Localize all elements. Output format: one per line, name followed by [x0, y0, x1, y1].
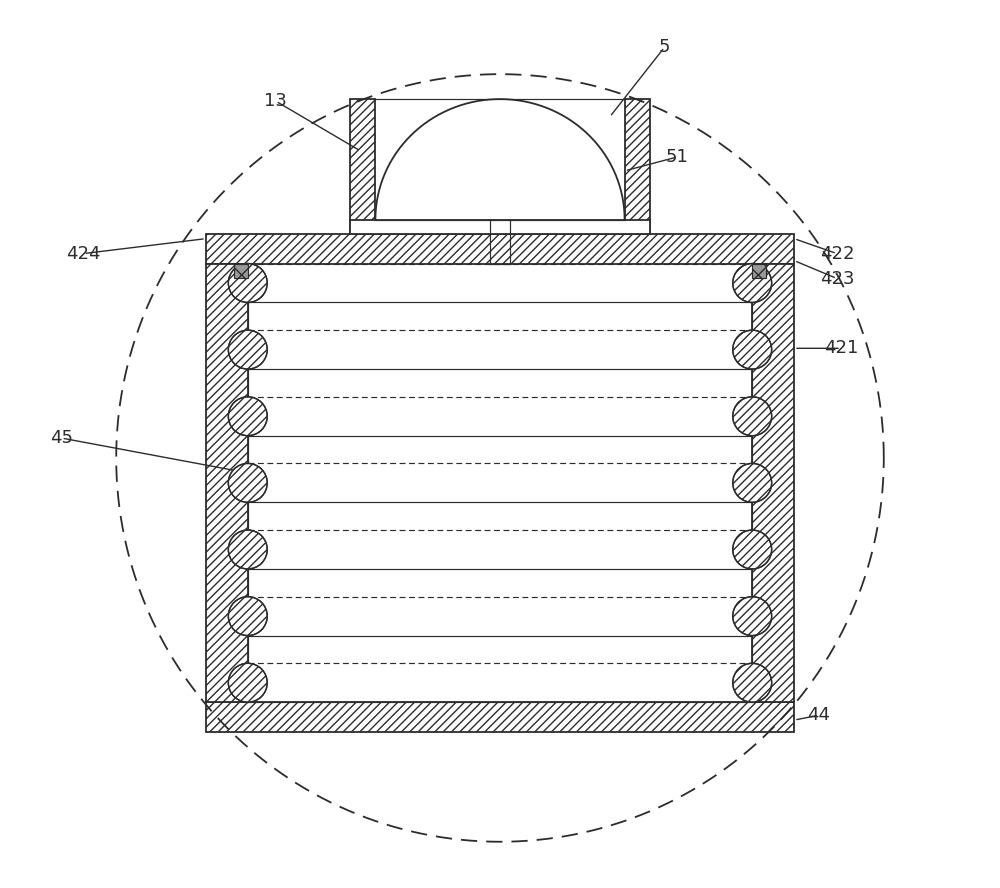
- Text: 13: 13: [264, 92, 287, 110]
- Polygon shape: [752, 264, 766, 278]
- Circle shape: [733, 663, 772, 702]
- Circle shape: [228, 330, 267, 369]
- Circle shape: [228, 597, 267, 636]
- Polygon shape: [625, 99, 650, 234]
- Circle shape: [733, 397, 772, 436]
- Text: 45: 45: [50, 429, 73, 447]
- Polygon shape: [206, 702, 794, 732]
- Text: 51: 51: [666, 148, 689, 166]
- Circle shape: [733, 530, 772, 569]
- Text: 423: 423: [820, 270, 854, 288]
- Polygon shape: [234, 264, 248, 278]
- Circle shape: [228, 464, 267, 503]
- Polygon shape: [206, 264, 248, 702]
- Polygon shape: [206, 234, 794, 264]
- Circle shape: [733, 464, 772, 503]
- Polygon shape: [752, 264, 794, 702]
- Circle shape: [733, 597, 772, 636]
- Polygon shape: [350, 99, 375, 234]
- Polygon shape: [350, 219, 650, 234]
- Circle shape: [228, 663, 267, 702]
- Text: 44: 44: [807, 706, 830, 724]
- Text: 421: 421: [824, 339, 858, 357]
- Circle shape: [733, 264, 772, 303]
- Text: 5: 5: [659, 38, 670, 56]
- Text: 424: 424: [66, 244, 101, 263]
- Circle shape: [228, 264, 267, 303]
- Circle shape: [733, 330, 772, 369]
- Circle shape: [228, 530, 267, 569]
- Text: 422: 422: [820, 244, 854, 263]
- Circle shape: [228, 397, 267, 436]
